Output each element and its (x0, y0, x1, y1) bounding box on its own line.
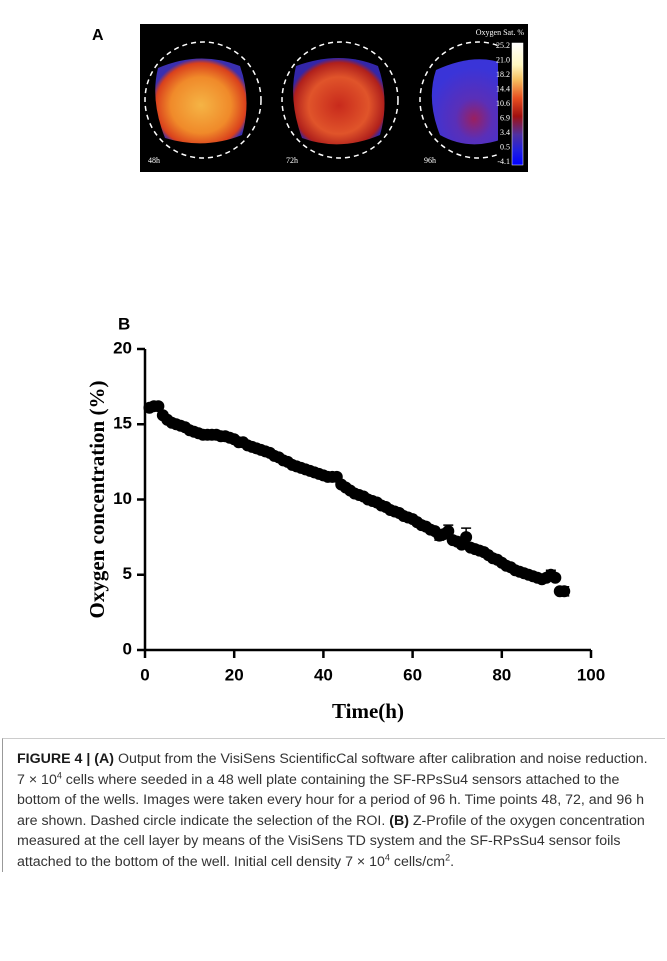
x-tick-label: 20 (225, 665, 244, 684)
colorbar-title: Oxygen Sat. % (476, 28, 525, 37)
caption-text: . (450, 854, 454, 870)
x-tick-label: 60 (403, 665, 422, 684)
x-tick-label: 100 (577, 665, 605, 684)
y-tick-label: 0 (123, 639, 132, 658)
well-label: 48h (148, 156, 160, 165)
data-point (549, 572, 561, 584)
y-tick-label: 15 (113, 414, 132, 433)
colorbar-label: 14.4 (496, 84, 510, 93)
well-image (293, 58, 384, 144)
colorbar-label: 25.2 (496, 41, 510, 50)
panel-label: B (118, 314, 130, 333)
colorbar-label: 0.5 (500, 142, 510, 151)
plot: B 0 5 10 15 20 0 20 40 60 80 100 Time(h) Oxygen conce… (85, 314, 605, 722)
well-label: 96h (424, 156, 436, 165)
figure: A 48h 72h 96h Oxygen Sat. % 25.2 21.0 18.2… (0, 0, 667, 735)
colorbar-label: -4.1 (497, 157, 510, 166)
data-point (558, 585, 570, 597)
caption-part: (B) (389, 813, 409, 829)
y-axis-title: Oxygen concentration (%) (85, 381, 109, 619)
y-tick-label: 10 (113, 489, 132, 508)
colorbar-label: 6.9 (500, 113, 510, 122)
colorbar-label: 21.0 (496, 55, 510, 64)
panel-label: A (92, 27, 104, 44)
page: {"panel_a": {"label": "A", "colorbar_tit… (0, 0, 667, 961)
well-image (155, 58, 246, 143)
data-point (460, 531, 472, 543)
x-tick-label: 40 (314, 665, 333, 684)
y-tick-label: 5 (123, 564, 132, 583)
colorbar-label: 10.6 (496, 99, 510, 108)
colorbar (512, 43, 523, 165)
colorbar-label: 18.2 (496, 70, 510, 79)
wells (145, 42, 536, 158)
caption: FIGURE 4 | (A) Output from the VisiSens … (2, 738, 665, 872)
colorbar-label: 3.4 (500, 128, 510, 137)
x-axis-title: Time(h) (332, 699, 404, 723)
caption-text: cells/cm (390, 854, 445, 870)
x-tick-label: 80 (492, 665, 511, 684)
well-label: 72h (286, 156, 298, 165)
x-tick-label: 0 (140, 665, 149, 684)
caption-label: FIGURE 4 | (17, 751, 94, 767)
caption-part: (A) (94, 751, 114, 767)
y-tick-label: 20 (113, 338, 132, 357)
